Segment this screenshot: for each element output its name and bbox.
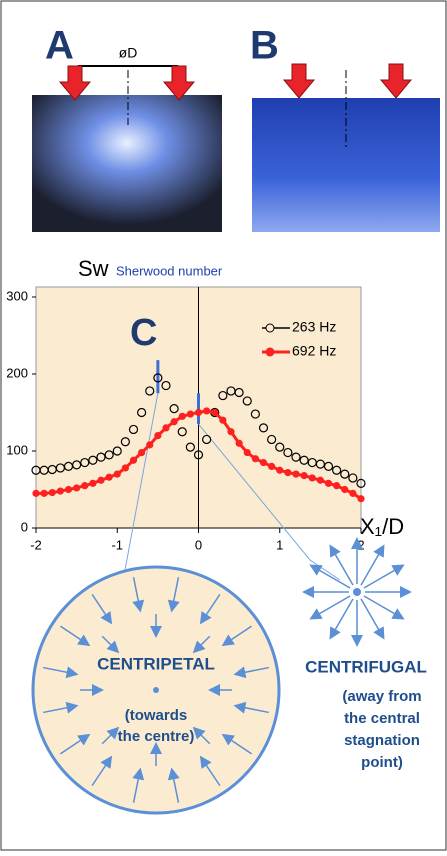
panel-label: B xyxy=(250,24,279,68)
point xyxy=(309,475,315,481)
point xyxy=(334,483,340,489)
point xyxy=(293,471,299,477)
point xyxy=(187,411,193,417)
legend-label: 692 Hz xyxy=(292,343,336,359)
point xyxy=(122,465,128,471)
legend-marker xyxy=(266,324,274,332)
point xyxy=(74,485,80,491)
point xyxy=(163,425,169,431)
y-axis-note: Sherwood number xyxy=(116,263,223,278)
point xyxy=(285,470,291,476)
panel-label: A xyxy=(45,24,74,68)
x-tick-label: -2 xyxy=(30,537,42,552)
centre xyxy=(153,687,159,693)
x-tick-label: 1 xyxy=(276,537,283,552)
diagram-note: (away from xyxy=(342,688,421,705)
point xyxy=(179,413,185,419)
point xyxy=(41,490,47,496)
point xyxy=(244,450,250,456)
point xyxy=(350,490,356,496)
point xyxy=(98,477,104,483)
x-axis-label: X₁/D xyxy=(360,514,404,539)
point xyxy=(269,463,275,469)
point xyxy=(326,480,332,486)
point xyxy=(147,442,153,448)
point xyxy=(212,410,218,416)
diagram-note: the centre) xyxy=(118,728,195,745)
y-tick-label: 300 xyxy=(6,288,28,303)
point xyxy=(358,496,364,502)
y-tick-label: 0 xyxy=(21,519,28,534)
point xyxy=(228,429,234,435)
y-tick-label: 100 xyxy=(6,442,28,457)
point xyxy=(49,490,55,496)
point xyxy=(57,488,63,494)
diagram-note: the central xyxy=(344,710,420,727)
photo-a xyxy=(32,95,222,232)
diagram-title: CENTRIPETAL xyxy=(97,654,215,673)
arrows xyxy=(60,64,411,100)
point xyxy=(139,450,145,456)
point xyxy=(33,490,39,496)
point xyxy=(171,419,177,425)
centre xyxy=(353,588,361,596)
point xyxy=(106,474,112,480)
diagram-title: CENTRIFUGAL xyxy=(305,657,427,676)
x-tick-label: 2 xyxy=(357,537,364,552)
point xyxy=(236,440,242,446)
point xyxy=(155,433,161,439)
point xyxy=(252,456,258,462)
diagram-note: point) xyxy=(361,754,403,771)
point xyxy=(82,483,88,489)
point xyxy=(342,487,348,493)
figure: A B øD CENTRIPETAL (towards the centre) … xyxy=(0,0,447,851)
point xyxy=(317,477,323,483)
x-tick-label: 0 xyxy=(195,537,202,552)
y-axis-label: Sw xyxy=(78,256,109,281)
point xyxy=(196,410,202,416)
point xyxy=(66,487,72,493)
point xyxy=(277,467,283,473)
diagram-note: stagnation xyxy=(344,732,420,749)
legend-label: 263 Hz xyxy=(292,319,336,335)
point xyxy=(204,408,210,414)
point xyxy=(261,460,267,466)
diameter-label: øD xyxy=(119,45,138,61)
point xyxy=(131,457,137,463)
point xyxy=(301,473,307,479)
x-tick-label: -1 xyxy=(111,537,123,552)
point xyxy=(90,480,96,486)
diagram-note: (towards xyxy=(125,707,188,724)
point xyxy=(220,417,226,423)
point xyxy=(114,471,120,477)
panel-label: C xyxy=(130,312,157,354)
y-tick-label: 200 xyxy=(6,365,28,380)
legend-marker xyxy=(266,348,274,356)
